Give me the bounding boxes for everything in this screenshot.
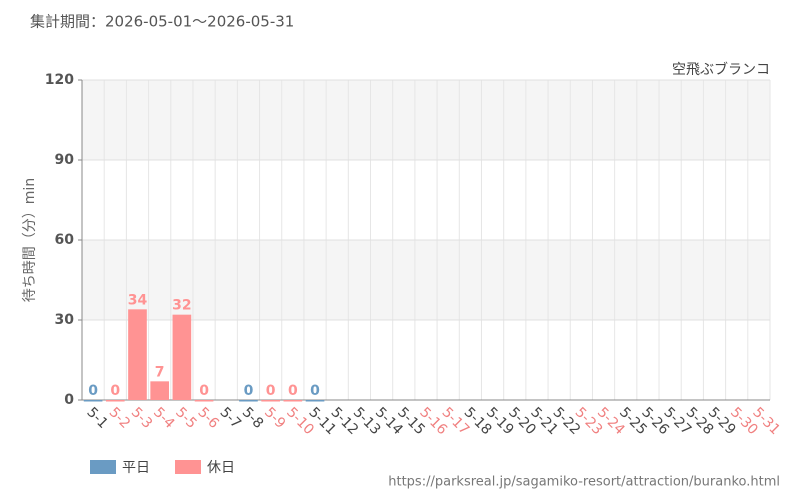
bar bbox=[283, 400, 303, 402]
value-label: 34 bbox=[128, 292, 148, 308]
chart-subtitle: 空飛ぶブランコ bbox=[672, 61, 770, 78]
value-label: 0 bbox=[110, 383, 120, 399]
chart-title: 集計期間：2026-05-01～2026-05-31 bbox=[30, 13, 294, 31]
value-label: 32 bbox=[172, 298, 191, 314]
bar bbox=[128, 309, 147, 400]
bar bbox=[305, 400, 325, 402]
y-axis-label: 待ち時間（分）min bbox=[22, 178, 38, 302]
bar bbox=[261, 400, 280, 402]
y-tick-label: 0 bbox=[64, 392, 74, 408]
bar bbox=[239, 400, 258, 402]
x-tick-label: 5-5 bbox=[172, 404, 199, 431]
value-label: 0 bbox=[88, 383, 98, 399]
value-label: 0 bbox=[266, 383, 276, 399]
value-label: 7 bbox=[155, 364, 165, 380]
legend-label: 平日 bbox=[122, 460, 150, 476]
bar bbox=[172, 314, 192, 400]
bar bbox=[83, 400, 103, 402]
bar bbox=[150, 381, 169, 400]
x-tick-label: 5-9 bbox=[261, 404, 288, 431]
source-url: https://parksreal.jp/sagamiko-resort/att… bbox=[388, 475, 780, 490]
plot-band bbox=[82, 80, 770, 160]
x-tick-label: 5-3 bbox=[128, 404, 155, 431]
value-label: 0 bbox=[199, 383, 209, 399]
value-label: 0 bbox=[244, 383, 254, 399]
y-tick-label: 60 bbox=[55, 232, 75, 248]
value-label: 0 bbox=[288, 383, 298, 399]
y-tick-label: 120 bbox=[45, 72, 74, 88]
bar bbox=[194, 400, 214, 402]
x-tick-label: 5-6 bbox=[194, 404, 222, 432]
x-tick-label: 5-7 bbox=[217, 404, 244, 431]
y-tick-label: 30 bbox=[55, 312, 75, 328]
legend-swatch bbox=[175, 460, 201, 474]
x-tick-label: 5-4 bbox=[150, 404, 178, 432]
plot-band bbox=[82, 240, 770, 320]
value-label: 0 bbox=[310, 383, 320, 399]
legend-swatch bbox=[90, 460, 116, 474]
x-tick-label: 5-8 bbox=[239, 404, 266, 431]
x-tick-label: 5-1 bbox=[83, 404, 110, 431]
x-tick-label: 5-2 bbox=[106, 404, 133, 431]
legend-label: 休日 bbox=[207, 460, 235, 476]
bar bbox=[105, 400, 125, 402]
y-tick-label: 90 bbox=[55, 152, 75, 168]
